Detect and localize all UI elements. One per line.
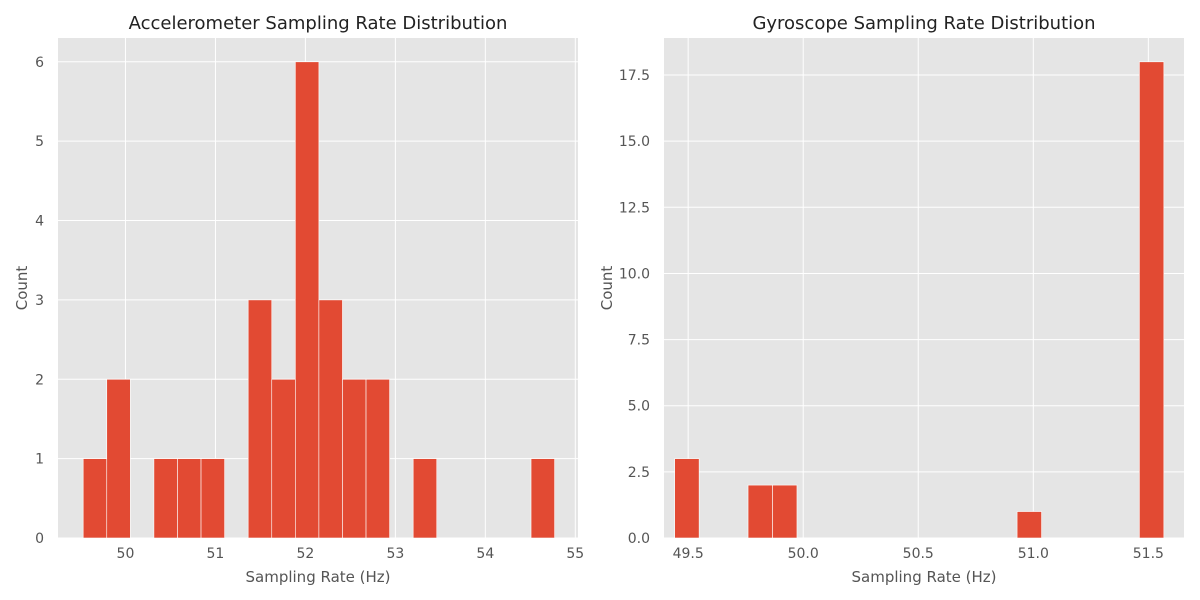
x-tick-labels: 49.5 50.0 50.5 51.0 51.5	[673, 546, 1164, 562]
histogram-bar	[318, 299, 343, 539]
histogram-bar	[1016, 511, 1042, 539]
histogram-bar	[747, 484, 773, 539]
histogram-bar	[82, 458, 108, 539]
y-tick-label: 10.0	[619, 266, 650, 282]
histogram-bar	[530, 458, 555, 539]
y-tick-labels: 0 1 2 3 4 5 6	[35, 55, 44, 547]
x-tick-label: 55	[566, 546, 584, 562]
y-tick-label: 1	[35, 452, 44, 468]
x-axis-label: Sampling Rate (Hz)	[246, 568, 391, 586]
x-tick-label: 52	[296, 546, 314, 562]
x-tick-label: 53	[386, 546, 404, 562]
y-tick-labels: 0.0 2.5 5.0 7.5 10.0 12.5 15.0 17.5	[619, 68, 650, 547]
y-tick-label: 5.0	[628, 399, 650, 415]
chart-title: Accelerometer Sampling Rate Distribution	[129, 13, 508, 34]
chart-title: Gyroscope Sampling Rate Distribution	[752, 13, 1095, 34]
histogram-bar	[342, 378, 367, 539]
y-tick-label: 12.5	[619, 200, 650, 216]
histogram-bar	[271, 378, 296, 539]
plot-area	[664, 38, 1184, 538]
x-tick-label: 50	[117, 546, 135, 562]
x-tick-label: 50.0	[788, 546, 819, 562]
y-axis-label: Count	[13, 266, 31, 311]
histogram-bar	[247, 299, 273, 539]
histogram-bar	[153, 458, 178, 539]
accelerometer-histogram-panel: 50 51 52 53 54 55 0 1 2 3 4 5 6 Accelerometer Sampl…	[13, 13, 584, 586]
x-tick-label: 51.0	[1018, 546, 1049, 562]
y-tick-label: 2	[35, 372, 44, 388]
histogram-bar	[365, 378, 390, 539]
x-tick-label: 51	[207, 546, 225, 562]
y-tick-label: 6	[35, 55, 44, 71]
y-tick-label: 5	[35, 134, 44, 150]
histogram-bar	[177, 458, 202, 539]
x-tick-labels: 50 51 52 53 54 55	[117, 546, 585, 562]
x-tick-label: 50.5	[903, 546, 934, 562]
y-tick-label: 2.5	[628, 465, 650, 481]
x-tick-label: 49.5	[673, 546, 704, 562]
y-axis-label: Count	[598, 266, 616, 311]
y-tick-label: 0.0	[628, 531, 650, 547]
x-tick-label: 51.5	[1133, 546, 1164, 562]
x-axis-label: Sampling Rate (Hz)	[852, 568, 997, 586]
y-tick-label: 15.0	[619, 134, 650, 150]
histogram-bar	[200, 458, 225, 539]
y-tick-label: 3	[35, 293, 44, 309]
gyroscope-histogram-panel: 49.5 50.0 50.5 51.0 51.5 0.0 2.5 5.0 7.5 10.0 12.…	[598, 13, 1184, 586]
y-tick-label: 17.5	[619, 68, 650, 84]
histogram-bar	[1139, 61, 1165, 539]
histogram-bar	[772, 484, 798, 539]
histogram-bar	[295, 61, 320, 539]
histogram-bars	[82, 61, 555, 539]
y-tick-label: 0	[35, 531, 44, 547]
x-tick-label: 54	[476, 546, 494, 562]
histogram-bars	[674, 61, 1165, 539]
histogram-bar	[674, 458, 700, 539]
y-tick-label: 7.5	[628, 333, 650, 349]
histogram-bar	[412, 458, 438, 539]
y-tick-label: 4	[35, 214, 44, 230]
histogram-bar	[106, 378, 131, 539]
